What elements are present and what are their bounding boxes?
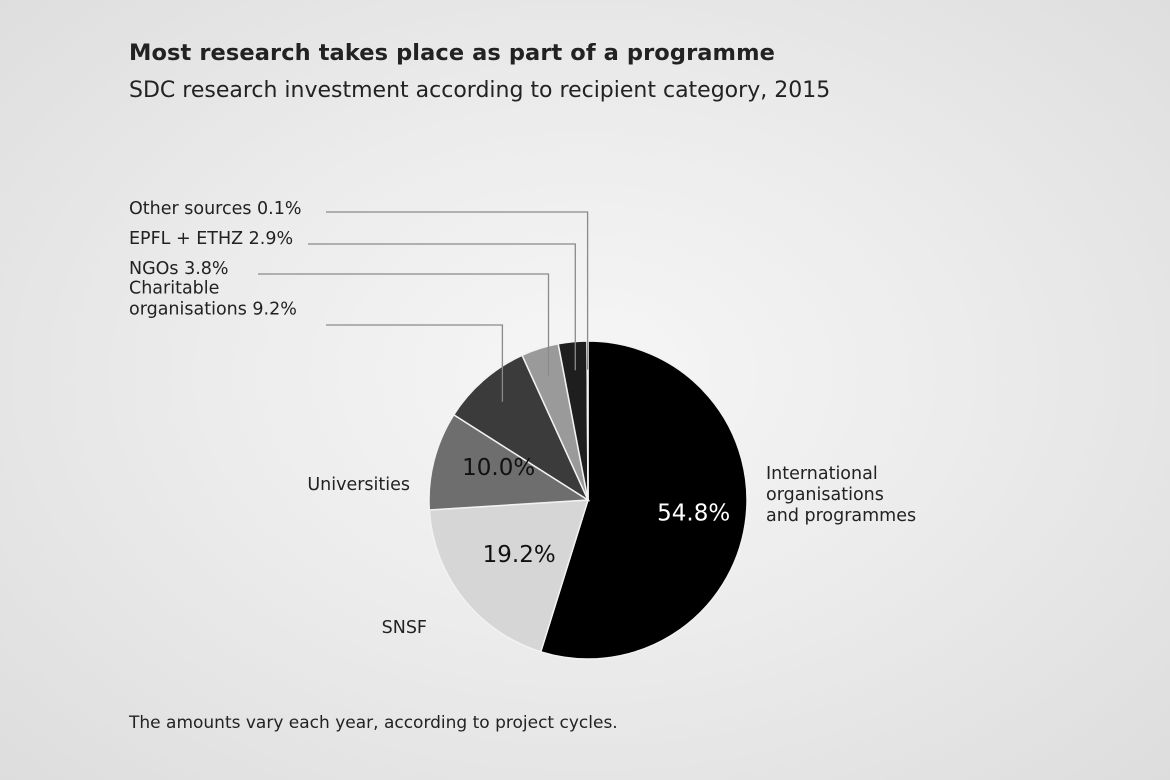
chart-subtitle: SDC research investment according to rec… [129,78,831,103]
value-label-universities: 10.0% [462,455,535,481]
leader-line-charitable-organisations-9-2 [326,324,504,402]
chart-title: Most research takes place as part of a p… [129,40,775,66]
slice-charitable-organisations-9-2 [452,354,590,502]
category-label-snsf: SNSF [382,618,427,638]
slice-labels: 54.8% International organisations and progr… [129,199,916,638]
category-label-other-sources-0-1: Other sources 0.1% [129,199,302,219]
slice-snsf [428,499,590,653]
chart-note: The amounts vary each year, according to… [129,713,618,733]
leader-line-other-sources-0-1 [326,211,589,370]
category-label-ngos-3-8: NGOs 3.8% [129,259,229,279]
leader-line-ngos-3-8 [258,273,550,376]
category-label-charitable-organisations-9-2: Charitable organisations 9.2% [129,279,297,320]
category-label-universities: Universities [307,475,410,495]
slice-international-organisations-and-programmes [539,340,748,660]
category-label-international-organisations-and-programmes: International organisations and programmes [766,464,916,526]
category-label-epfl-ethz-2-9: EPFL + ETHZ 2.9% [129,229,293,249]
value-label-international-organisations-and-programmes: 54.8% [657,500,730,526]
leader-lines [258,211,589,402]
leader-line-epfl-ethz-2-9 [308,243,576,371]
value-label-snsf: 19.2% [483,542,556,568]
slice-universities [428,413,591,511]
pie-slices [428,340,748,660]
